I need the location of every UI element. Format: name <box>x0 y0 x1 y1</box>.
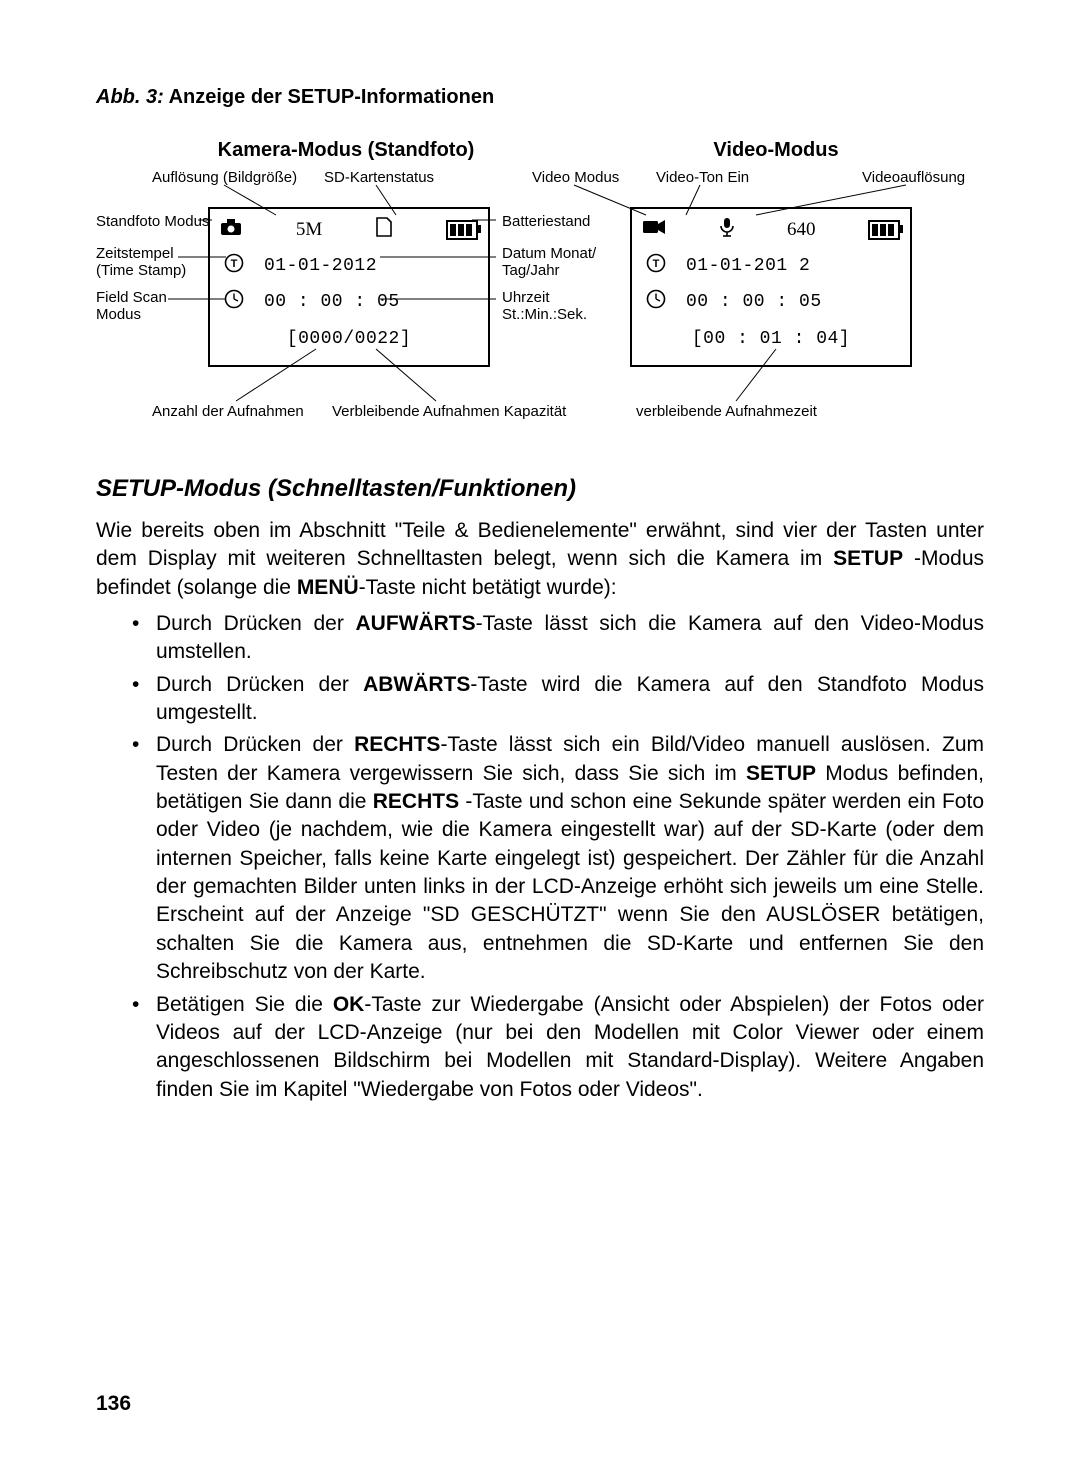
video-resolution: 640 <box>787 219 816 241</box>
sd-card-icon <box>376 217 392 242</box>
clock-icon <box>646 289 666 314</box>
ann-shots: Anzahl der Aufnahmen <box>152 403 304 420</box>
caption-prefix: Abb. 3: <box>96 86 164 108</box>
microphone-icon <box>719 217 735 242</box>
section-heading: SETUP-Modus (Schnelltasten/Funktionen) <box>96 475 984 503</box>
camera-resolution: 5M <box>296 219 322 241</box>
svg-text:T: T <box>231 258 238 270</box>
ann-remaining: Verbleibende Aufnahmen Kapazität <box>332 403 566 420</box>
camera-icon <box>220 218 242 241</box>
battery-icon <box>446 219 478 241</box>
list-item: Durch Drücken der ABWÄRTS-Taste wird die… <box>156 671 984 728</box>
figure-caption: Abb. 3: Anzeige der SETUP-Informationen <box>96 86 984 109</box>
camera-time: 00 : 00 : 05 <box>264 292 400 312</box>
svg-text:T: T <box>653 258 660 270</box>
camera-date: 01-01-2012 <box>264 256 377 276</box>
ann-remaining-time: verbleibende Aufnahmezeit <box>636 403 817 420</box>
intro-paragraph: Wie bereits oben im Abschnitt "Teile & B… <box>96 517 984 602</box>
page-content: Abb. 3: Anzeige der SETUP-Informationen … <box>96 86 984 1104</box>
list-item: Betätigen Sie die OK-Taste zur Wiedergab… <box>156 991 984 1104</box>
video-camera-icon <box>642 219 666 240</box>
page-number: 136 <box>96 1392 131 1416</box>
ann-time: UhrzeitSt.:Min.:Sek. <box>502 289 587 324</box>
ann-date: Datum Monat/Tag/Jahr <box>502 245 596 280</box>
battery-icon <box>868 219 900 241</box>
bullet-list: Durch Drücken der AUFWÄRTS-Taste lässt s… <box>96 610 984 1104</box>
clock-icon <box>224 289 244 314</box>
list-item: Durch Drücken der AUFWÄRTS-Taste lässt s… <box>156 610 984 667</box>
camera-lcd: 5M T 01-01-2012 00 : 00 : 05 <box>208 207 490 367</box>
camera-panel-title: Kamera-Modus (Standfoto) <box>156 139 536 162</box>
ann-vres: Videoauflösung <box>862 169 965 186</box>
video-date: 01-01-201 2 <box>686 256 810 276</box>
timestamp-icon: T <box>224 253 244 278</box>
ann-standfoto: Standfoto Modus <box>96 213 209 230</box>
video-counter: [00 : 01 : 04] <box>692 329 850 349</box>
video-panel-title: Video-Modus <box>626 139 926 162</box>
ann-timestamp: Zeitstempel(Time Stamp) <box>96 245 186 280</box>
ann-resolution: Auflösung (Bildgröße) <box>152 169 297 186</box>
ann-audio: Video-Ton Ein <box>656 169 749 186</box>
figure-diagram: Kamera-Modus (Standfoto) Video-Modus 5M … <box>96 117 984 427</box>
list-item: Durch Drücken der RECHTS-Taste lässt sic… <box>156 731 984 986</box>
timestamp-icon: T <box>646 253 666 278</box>
ann-sdstatus: SD-Kartenstatus <box>324 169 434 186</box>
camera-counter: [0000/0022] <box>287 329 411 349</box>
ann-battery: Batteriestand <box>502 213 590 230</box>
ann-videomode: Video Modus <box>532 169 619 186</box>
video-lcd: 640 T 01-01-201 2 00 : 00 : 05 [00 : 01 … <box>630 207 912 367</box>
video-time: 00 : 00 : 05 <box>686 292 822 312</box>
ann-fieldscan: Field ScanModus <box>96 289 167 324</box>
caption-rest: Anzeige der SETUP-Informationen <box>164 86 494 108</box>
